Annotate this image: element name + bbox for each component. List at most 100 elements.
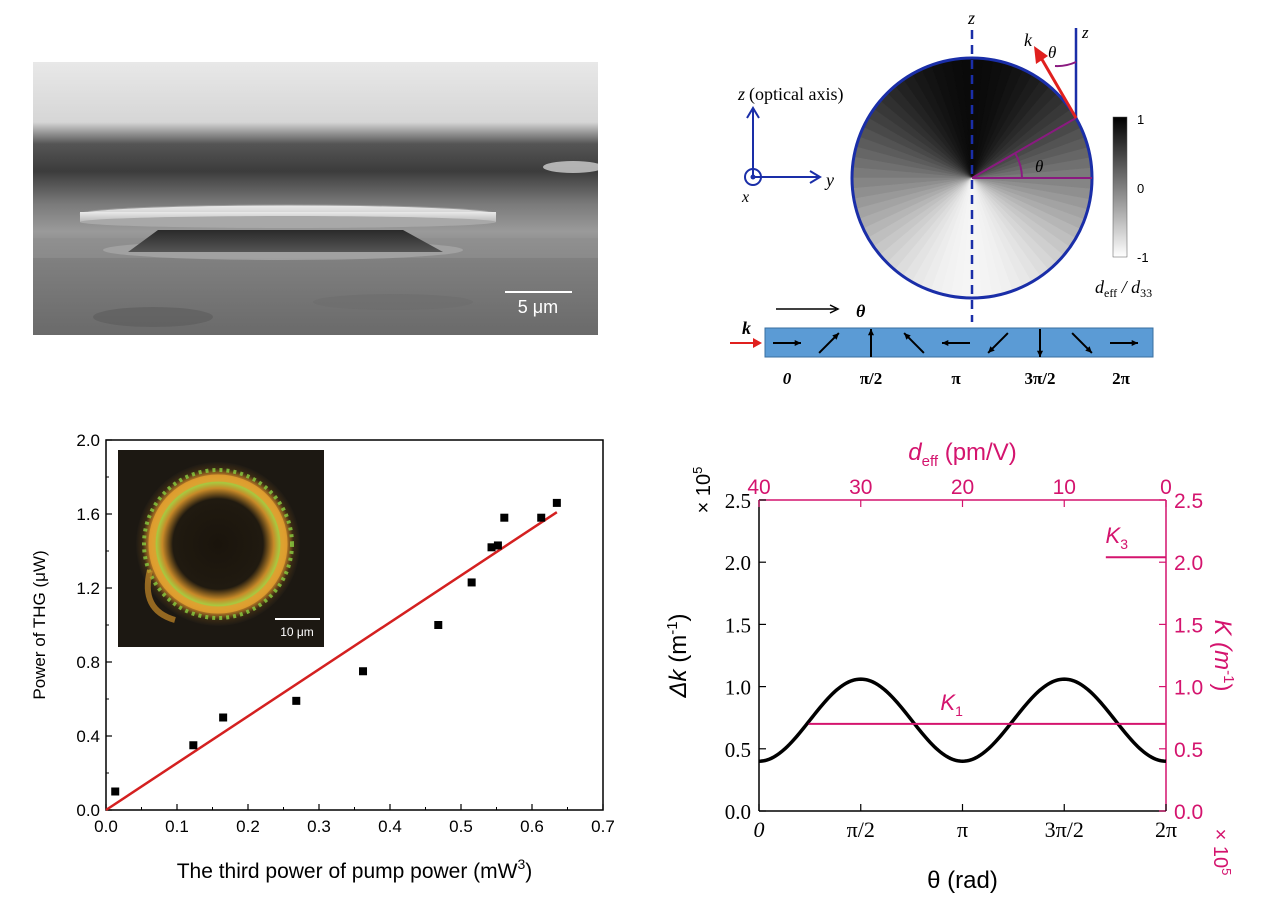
x-tick-label: 0.1 — [165, 817, 189, 836]
thg-chart-panel: 10 μm 0.0 0.1 0.2 0.3 0.4 0.5 0.6 0.7 0.0 0.4 0.8 1.… — [0, 420, 640, 898]
strip-tick-3: 3π/2 — [1024, 369, 1055, 388]
left-tick-label: 0.0 — [725, 800, 751, 824]
right-tick-label: 2.5 — [1174, 490, 1203, 513]
left-multiplier: × 105 — [690, 467, 715, 514]
svg-text:z(optical axis): z (optical axis) — [737, 84, 843, 105]
right-axis-label: K (m-1) — [1209, 619, 1237, 691]
polarization-arrowhead — [1036, 350, 1044, 357]
data-point — [219, 713, 228, 722]
y-tick-label: 1.2 — [76, 579, 100, 598]
coord-x-symbol — [744, 168, 762, 186]
y-tick-label: 0.4 — [76, 727, 100, 746]
left-tick-label: 0.5 — [725, 738, 751, 762]
strip-theta-label: θ — [856, 301, 866, 321]
data-point — [359, 667, 368, 676]
left-tick-label: 2.0 — [725, 551, 751, 575]
deff-diagram-panel: z θ z k θ z (optical axis) y x 1 0 -1 def… — [700, 0, 1269, 400]
coord-z-label: z — [737, 84, 745, 104]
right-tick-label: 1.0 — [1174, 677, 1203, 700]
polarization-arrowhead — [1131, 339, 1138, 347]
polarization-arrowhead — [867, 329, 875, 336]
inset-scale-label: 10 μm — [280, 625, 314, 639]
right-tick-label: 0.0 — [1174, 801, 1203, 824]
strip-tick-1: π/2 — [860, 369, 883, 388]
k-vector — [1038, 55, 1078, 119]
bottom-axis-label: θ (rad) — [927, 867, 998, 894]
x-tick-label: 0.3 — [307, 817, 331, 836]
bottom-tick-label: 2π — [1155, 817, 1177, 842]
data-point — [537, 513, 546, 522]
left-tick-label: 2.5 — [725, 489, 751, 513]
strip-tick-0: 0 — [783, 369, 792, 388]
strip-arrows — [773, 329, 1138, 357]
top-axis-label: deff (pm/V) — [908, 439, 1016, 470]
top-tick-label: 0 — [1160, 476, 1172, 499]
deff-diagram: z θ z k θ z (optical axis) y x 1 0 -1 def… — [730, 8, 1154, 388]
radius-line — [971, 117, 1077, 179]
colorbar — [1112, 116, 1128, 258]
sem-image-panel: 5 μm — [33, 62, 603, 335]
data-point — [500, 513, 509, 522]
coord-y-label: y — [824, 170, 834, 190]
polarization-arrowhead — [988, 346, 995, 353]
bottom-tick-label: π/2 — [847, 817, 875, 842]
bottom-tick-label: π — [957, 817, 968, 842]
x-tick-label: 0.5 — [449, 817, 473, 836]
local-z-label: z — [1081, 23, 1089, 42]
theta-top-label: θ — [1048, 43, 1056, 62]
y-tick-label: 1.6 — [76, 505, 100, 524]
top-tick-label: 30 — [849, 476, 872, 499]
y-axis-label: Power of THG (μW) — [30, 550, 49, 699]
right-tick-label: 1.5 — [1174, 614, 1203, 637]
top-tick-label: 20 — [951, 476, 974, 499]
delta-k-curve — [758, 677, 1167, 763]
colorbar-max: 1 — [1137, 112, 1144, 127]
x-axis-label: The third power of pump power (mW3) — [177, 856, 533, 883]
bottom-tick-label: 3π/2 — [1045, 817, 1084, 842]
colorbar-label: deff / d33 — [1095, 277, 1152, 300]
polarization-arrowhead — [794, 339, 801, 347]
scale-bar-label: 5 μm — [518, 297, 558, 317]
k1-label: K1 — [940, 690, 963, 719]
z-axis-label: z — [967, 8, 975, 28]
x-tick-label: 0.6 — [520, 817, 544, 836]
coord-z-note: (optical axis) — [749, 84, 843, 105]
left-tick-label: 1.0 — [725, 676, 751, 700]
left-axis-label: Δk (m-1) — [664, 613, 692, 698]
thg-power-chart: 10 μm 0.0 0.1 0.2 0.3 0.4 0.5 0.6 0.7 0.0 0.4 0.8 1.… — [30, 431, 615, 883]
strip-tick-2: π — [951, 369, 961, 388]
x-tick-label: 0.4 — [378, 817, 402, 836]
y-tick-label: 0.8 — [76, 653, 100, 672]
strip-k-label: k — [742, 318, 751, 338]
y-tick-label: 2.0 — [76, 431, 100, 450]
sem-micrograph: 5 μm — [33, 62, 603, 335]
data-point — [493, 541, 502, 550]
polarization-arrowhead — [942, 339, 949, 347]
data-point — [467, 578, 476, 587]
colorbar-mid: 0 — [1137, 181, 1144, 196]
colorbar-min: -1 — [1137, 250, 1149, 265]
x-tick-label: 0.2 — [236, 817, 260, 836]
x-tick-label: 0.0 — [94, 817, 118, 836]
data-point — [434, 621, 443, 629]
bottom-tick-label: 0 — [754, 817, 765, 842]
polarization-arrowhead — [1085, 346, 1092, 353]
data-point — [111, 787, 120, 796]
theta-inner-label: θ — [1035, 157, 1043, 176]
polarization-arrowhead — [904, 333, 911, 340]
polarization-arrowhead — [832, 333, 839, 340]
delta-k-chart-panel: 0.0 0.5 1.0 1.5 2.0 2.5 0.0 0.5 1.0 1.5 2.0 2.5 0 π/2… — [640, 420, 1269, 898]
top-tick-label: 10 — [1053, 476, 1076, 499]
coord-x-label: x — [741, 189, 749, 206]
data-point — [292, 696, 301, 705]
inset-micrograph: 10 μm — [118, 450, 324, 647]
delta-k-chart: 0.00.51.01.52.02.50.00.51.01.52.02.50 π/2… — [664, 439, 1237, 894]
strip-tick-4: 2π — [1112, 369, 1131, 388]
top-tick-label: 40 — [747, 476, 770, 499]
y-tick-label: 0.0 — [76, 801, 100, 820]
left-tick-label: 1.5 — [725, 613, 751, 637]
k3-label: K3 — [1106, 523, 1129, 552]
fit-line — [105, 511, 558, 812]
k-vector-label: k — [1024, 30, 1033, 50]
data-point — [189, 741, 198, 750]
